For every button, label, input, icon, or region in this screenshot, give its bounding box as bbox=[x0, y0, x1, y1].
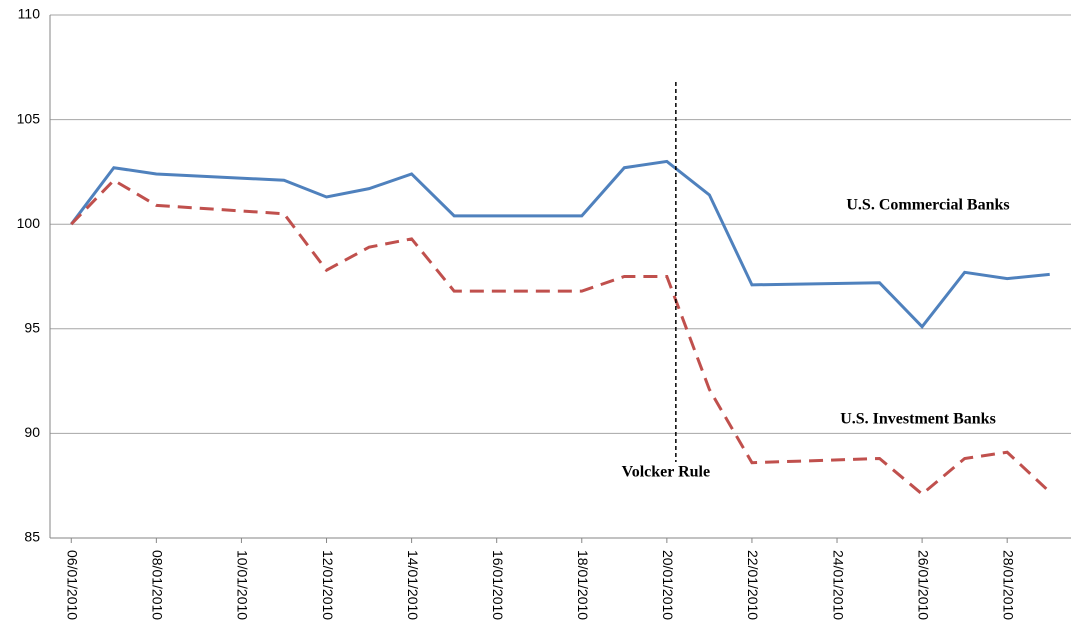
y-tick-label: 110 bbox=[18, 6, 41, 22]
x-tick-label: 20/01/2010 bbox=[660, 550, 676, 620]
x-tick-label: 06/01/2010 bbox=[65, 550, 81, 620]
x-tick-label: 12/01/2010 bbox=[320, 550, 336, 620]
x-tick-label: 26/01/2010 bbox=[915, 550, 931, 620]
y-tick-label: 90 bbox=[24, 424, 40, 440]
x-tick-label: 16/01/2010 bbox=[490, 550, 506, 620]
x-tick-label: 14/01/2010 bbox=[405, 550, 421, 620]
x-tick-label: 28/01/2010 bbox=[1000, 550, 1016, 620]
y-tick-label: 100 bbox=[17, 215, 41, 231]
annotation: Volcker Rule bbox=[622, 464, 710, 481]
x-tick-label: 24/01/2010 bbox=[830, 550, 846, 620]
y-tick-label: 95 bbox=[24, 320, 40, 336]
series-label: U.S. Investment Banks bbox=[840, 411, 996, 428]
line-series bbox=[70, 159, 1050, 329]
line-series bbox=[70, 178, 1051, 497]
x-tick-label: 22/01/2010 bbox=[745, 550, 761, 620]
x-tick-label: 08/01/2010 bbox=[150, 550, 166, 620]
y-tick-label: 105 bbox=[17, 110, 41, 126]
x-tick-label: 18/01/2010 bbox=[575, 550, 591, 620]
series-label: U.S. Commercial Banks bbox=[846, 197, 1009, 214]
x-tick-label: 10/01/2010 bbox=[235, 550, 251, 620]
y-tick-label: 85 bbox=[24, 529, 40, 545]
